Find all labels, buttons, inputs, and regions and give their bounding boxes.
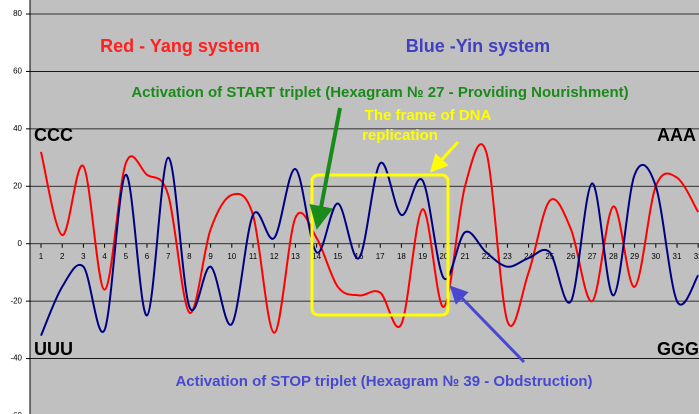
x-tick-label: 29 [630,252,639,261]
x-tick-label: 10 [227,252,236,261]
x-tick-label: 9 [208,252,213,261]
start-arrow [309,107,342,230]
legend-red: Red - Yang system [100,36,260,56]
x-tick-label: 24 [524,252,533,261]
x-tick-label: 11 [249,252,258,261]
x-tick-label: 21 [461,252,470,261]
x-tick-label: 5 [124,252,129,261]
x-tick-label: 3 [81,252,86,261]
x-tick-label: 8 [187,252,192,261]
y-tick-label: 20 [13,181,22,190]
codon-label: GGG [657,339,699,359]
codon-label: AAA [657,125,696,145]
x-tick-label: 30 [651,252,660,261]
x-tick-label: 2 [60,252,65,261]
plot-area [30,0,699,414]
codon-label: CCC [34,125,73,145]
frame-box [310,173,450,317]
x-tick-label: 26 [567,252,576,261]
x-tick-label: 17 [376,252,385,261]
y-tick-label: 60 [13,67,22,76]
x-tick-label: 20 [439,252,448,261]
y-tick-label: -60 [10,411,22,414]
x-tick-label: 14 [312,252,321,261]
frame-arrow [429,140,460,173]
x-tick-label: 1 [39,252,44,261]
y-tick-label: 0 [18,239,23,248]
x-tick-label: 31 [673,252,682,261]
series-line [40,143,699,334]
y-tick-label: 80 [13,9,22,18]
stop-annotation: Activation of STOP triplet (Hexagram № 3… [175,373,592,390]
x-tick-label: 23 [503,252,512,261]
x-tick-label: 12 [270,252,279,261]
x-tick-label: 4 [102,252,107,261]
codon-label: UUU [34,339,73,359]
y-tick-label: 40 [13,124,22,133]
frame-annotation: The frame of DNA [365,107,492,124]
x-tick-label: 6 [145,252,150,261]
frame-annotation: replication [362,127,438,144]
y-tick-label: -40 [10,354,22,363]
x-tick-label: 28 [609,252,618,261]
x-tick-label: 7 [166,252,171,261]
x-tick-label: 15 [333,252,342,261]
y-tick-label: -20 [10,296,22,305]
x-tick-label: 25 [545,252,554,261]
series-line [40,156,699,336]
legend-blue: Blue -Yin system [406,36,550,56]
x-tick-label: 19 [418,252,427,261]
x-tick-label: 13 [291,252,300,261]
x-tick-label: 32 [694,252,699,261]
x-tick-label: 27 [588,252,597,261]
x-tick-label: 18 [397,252,406,261]
start-annotation: Activation of START triplet (Hexagram № … [131,84,628,101]
stop-arrow [449,285,526,364]
x-tick-label: 22 [482,252,491,261]
